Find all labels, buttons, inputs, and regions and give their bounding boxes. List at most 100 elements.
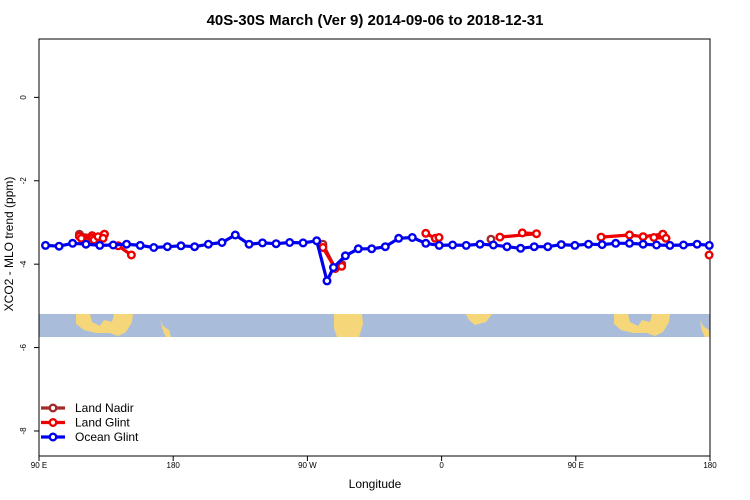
data-point-land-glint <box>495 232 505 242</box>
data-point-ocean-glint <box>692 239 702 249</box>
ocean-band <box>39 314 710 337</box>
x-axis-label: Longitude <box>349 477 402 491</box>
data-point-ocean-glint <box>394 233 404 243</box>
data-point-ocean-glint <box>516 243 526 253</box>
data-point-ocean-glint <box>543 242 553 252</box>
y-tick-label: -4 <box>19 260 28 268</box>
data-point-ocean-glint <box>488 240 498 250</box>
legend-label-land-nadir: Land Nadir <box>75 401 134 415</box>
y-tick-label: -8 <box>19 427 28 435</box>
series-line-ocean-glint <box>45 233 710 283</box>
data-point-ocean-glint <box>162 242 172 252</box>
land-australia-2 <box>614 314 670 336</box>
data-point-ocean-glint <box>380 242 390 252</box>
data-point-ocean-glint <box>271 239 281 249</box>
data-point-land-glint <box>98 233 108 243</box>
data-point-ocean-glint <box>54 241 64 251</box>
data-point-ocean-glint <box>421 238 431 248</box>
data-point-ocean-glint <box>407 232 417 242</box>
data-point-ocean-glint <box>597 240 607 250</box>
data-point-ocean-glint <box>340 251 350 261</box>
data-point-ocean-glint <box>570 240 580 250</box>
y-tick-label: -2 <box>19 177 28 185</box>
data-point-ocean-glint <box>244 239 254 249</box>
data-point-ocean-glint <box>190 242 200 252</box>
data-point-ocean-glint <box>135 240 145 250</box>
data-point-land-glint <box>532 229 542 239</box>
legend-marker-ocean-glint <box>48 432 58 442</box>
data-point-ocean-glint <box>329 263 339 273</box>
data-point-land-glint <box>434 232 444 242</box>
data-point-land-glint <box>625 230 635 240</box>
data-point-ocean-glint <box>285 237 295 247</box>
data-point-ocean-glint <box>108 240 118 250</box>
data-point-ocean-glint <box>41 240 51 250</box>
data-point-ocean-glint <box>679 240 689 250</box>
x-tick-label: 0 <box>439 461 444 470</box>
data-point-ocean-glint <box>556 240 566 250</box>
x-tick-label: 90 W <box>298 461 317 470</box>
data-point-ocean-glint <box>367 244 377 254</box>
y-tick-label: -6 <box>19 343 28 351</box>
x-tick-label: 180 <box>167 461 181 470</box>
data-point-ocean-glint <box>625 238 635 248</box>
data-point-ocean-glint <box>704 240 714 250</box>
legend-marker-land-nadir <box>48 403 58 413</box>
x-axis: 90 E 180 90 W 0 90 E 180 <box>31 456 717 470</box>
data-point-land-glint <box>421 228 431 238</box>
x-tick-label: 90 E <box>31 461 47 470</box>
legend-marker-land-glint <box>48 418 58 428</box>
data-point-ocean-glint <box>652 240 662 250</box>
data-point-ocean-glint <box>475 239 485 249</box>
data-point-ocean-glint <box>611 238 621 248</box>
data-point-land-glint <box>638 232 648 242</box>
series-land-glint <box>74 228 714 273</box>
data-point-ocean-glint <box>176 241 186 251</box>
data-point-ocean-glint <box>298 238 308 248</box>
data-point-ocean-glint <box>322 276 332 286</box>
x-tick-label: 180 <box>703 461 717 470</box>
data-point-land-glint <box>126 250 136 260</box>
y-axis-label: XCO2 - MLO trend (ppm) <box>2 177 16 312</box>
y-tick-label: 0 <box>19 95 28 100</box>
data-point-ocean-glint <box>81 239 91 249</box>
data-point-ocean-glint <box>122 239 132 249</box>
data-point-ocean-glint <box>353 244 363 254</box>
land-new-zealand-2 <box>700 320 710 337</box>
chart-title: 40S-30S March (Ver 9) 2014-09-06 to 2018… <box>207 12 544 29</box>
land-new-zealand-1 <box>160 320 171 337</box>
data-point-ocean-glint <box>312 236 322 246</box>
continent-map-strip <box>39 314 710 337</box>
data-point-ocean-glint <box>149 242 159 252</box>
legend-label-ocean-glint: Ocean Glint <box>75 430 139 444</box>
land-australia-1 <box>76 314 133 336</box>
data-point-ocean-glint <box>434 240 444 250</box>
data-point-ocean-glint <box>665 240 675 250</box>
data-point-ocean-glint <box>95 240 105 250</box>
data-point-ocean-glint <box>461 240 471 250</box>
land-shapes <box>76 314 710 337</box>
data-point-land-glint <box>517 228 527 238</box>
data-point-ocean-glint <box>203 239 213 249</box>
data-point-land-glint <box>596 232 606 242</box>
data-point-land-glint <box>337 261 347 271</box>
data-point-ocean-glint <box>529 242 539 252</box>
data-point-land-glint <box>76 233 86 243</box>
data-point-land-glint <box>649 232 659 242</box>
data-point-ocean-glint <box>584 239 594 249</box>
data-point-ocean-glint <box>68 238 78 248</box>
data-point-ocean-glint <box>230 230 240 240</box>
data-point-land-glint <box>704 250 714 260</box>
data-point-ocean-glint <box>217 237 227 247</box>
data-point-ocean-glint <box>448 240 458 250</box>
x-tick-label: 90 E <box>568 461 584 470</box>
data-point-land-glint <box>661 233 671 243</box>
land-south-america <box>334 314 363 337</box>
legend-label-land-glint: Land Glint <box>75 416 130 430</box>
series-layer <box>41 228 714 286</box>
data-point-ocean-glint <box>638 239 648 249</box>
y-axis: 0 -2 -4 -6 -8 <box>19 95 39 435</box>
land-south-africa <box>466 314 492 325</box>
